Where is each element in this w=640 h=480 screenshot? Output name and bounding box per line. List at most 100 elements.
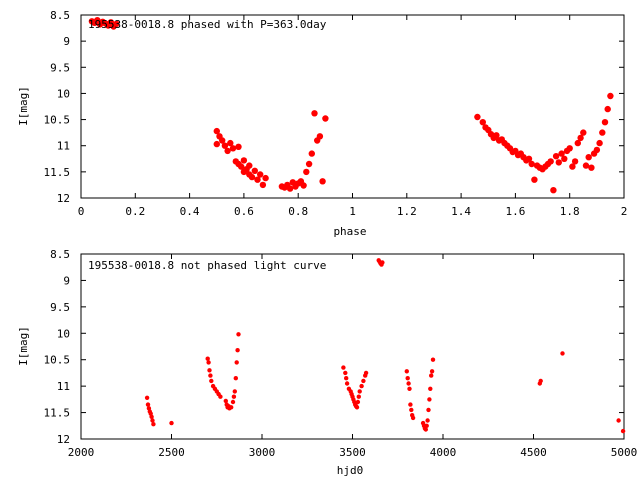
- data-point: [248, 173, 256, 181]
- data-point: [257, 171, 264, 178]
- y-tick-label: 10.5: [44, 114, 71, 127]
- y-tick-label: 11: [57, 140, 70, 153]
- data-point: [223, 398, 228, 404]
- data-point: [424, 423, 429, 428]
- x-tick-label: 0.2: [125, 205, 145, 218]
- y-tick-label: 10: [57, 87, 70, 100]
- data-point: [616, 418, 621, 423]
- data-point: [406, 381, 411, 386]
- data-point: [233, 376, 238, 381]
- data-point: [356, 394, 361, 399]
- data-point: [229, 145, 237, 152]
- data-point: [427, 397, 432, 402]
- data-point: [361, 378, 366, 384]
- data-point: [604, 105, 611, 113]
- data-point: [236, 332, 241, 337]
- data-point: [555, 159, 562, 166]
- data-point: [344, 376, 349, 381]
- data-point: [479, 119, 486, 126]
- data-point: [423, 427, 428, 432]
- data-point: [525, 155, 533, 162]
- data-point: [231, 394, 237, 399]
- y-axis-label: I[mag]: [17, 86, 30, 126]
- x-tick-label: 5000: [611, 446, 638, 459]
- data-point: [404, 369, 409, 374]
- data-point: [363, 370, 369, 376]
- data-point: [531, 176, 538, 183]
- y-tick-label: 10.5: [44, 354, 71, 367]
- data-point: [558, 150, 565, 157]
- data-point: [428, 386, 433, 391]
- data-point: [254, 176, 261, 183]
- data-point: [425, 418, 430, 423]
- x-tick-label: 3000: [249, 446, 276, 459]
- x-tick-label: 2000: [68, 446, 95, 459]
- data-point: [240, 157, 248, 164]
- data-point: [341, 365, 346, 370]
- data-point: [571, 158, 579, 165]
- data-point: [407, 386, 412, 391]
- data-point: [550, 187, 557, 194]
- data-point: [538, 378, 543, 384]
- x-tick-label: 3500: [339, 446, 366, 459]
- data-point: [308, 150, 315, 157]
- unphased-light-curve-panel: 2000 2500 3000 3500 4000 4500 5000 8.5 9 9.5 10 10.…: [17, 248, 637, 477]
- data-point: [206, 360, 211, 365]
- data-point: [601, 119, 609, 126]
- data-point: [224, 147, 231, 155]
- data-point: [213, 140, 220, 148]
- data-point: [286, 185, 294, 192]
- data-point: [620, 428, 626, 434]
- data-point: [474, 113, 481, 121]
- data-point: [380, 260, 385, 265]
- data-point: [410, 415, 416, 421]
- data-point: [238, 163, 245, 170]
- data-point: [596, 139, 603, 147]
- data-point: [409, 407, 414, 413]
- data-point: [322, 115, 329, 122]
- x-axis-label: hjd0: [337, 464, 364, 477]
- data-point: [316, 133, 324, 140]
- data-point: [150, 418, 155, 423]
- data-point: [566, 145, 573, 152]
- data-point: [355, 399, 361, 405]
- data-point: [235, 143, 242, 150]
- x-tick-label: 1.6: [505, 205, 525, 218]
- data-point: [599, 129, 606, 136]
- data-point: [230, 399, 236, 405]
- data-point: [344, 381, 350, 386]
- data-point: [305, 160, 313, 168]
- chart-title: 195538-0018.8 phased with P=363.0day: [88, 18, 327, 31]
- phased-light-curve-panel: 0 0.2 0.4 0.6 0.8 1 1.2 1.4 1.6 1.8 2 8.5 9 9.5 10 10.5…: [17, 9, 627, 238]
- y-tick-label: 10: [57, 327, 70, 340]
- data-point: [552, 153, 560, 160]
- data-point: [585, 154, 592, 161]
- data-point: [429, 373, 434, 378]
- x-tick-label: 0: [78, 205, 85, 218]
- data-point: [426, 407, 431, 413]
- data-point: [209, 378, 214, 384]
- y-tick-label: 11.5: [44, 166, 71, 179]
- y-tick-label: 9.5: [50, 301, 70, 314]
- data-point: [429, 369, 435, 374]
- data-point: [582, 162, 590, 169]
- data-point: [574, 139, 581, 147]
- x-tick-label: 1.8: [560, 205, 580, 218]
- y-tick-label: 12: [57, 433, 70, 446]
- data-point: [607, 92, 614, 100]
- data-point: [580, 129, 587, 136]
- data-point: [319, 178, 326, 185]
- y-tick-label: 9: [63, 274, 70, 287]
- x-tick-label: 1: [349, 205, 356, 218]
- y-tick-label: 11.5: [44, 407, 71, 420]
- x-tick-label: 0.4: [180, 205, 200, 218]
- data-point: [251, 167, 258, 174]
- data-point: [144, 395, 150, 400]
- y-axis-label: I[mag]: [17, 326, 30, 366]
- data-point: [218, 394, 223, 399]
- x-tick-label: 4000: [430, 446, 457, 459]
- data-point: [221, 142, 229, 149]
- x-tick-label: 2500: [158, 446, 185, 459]
- x-axis-label: phase: [333, 225, 366, 238]
